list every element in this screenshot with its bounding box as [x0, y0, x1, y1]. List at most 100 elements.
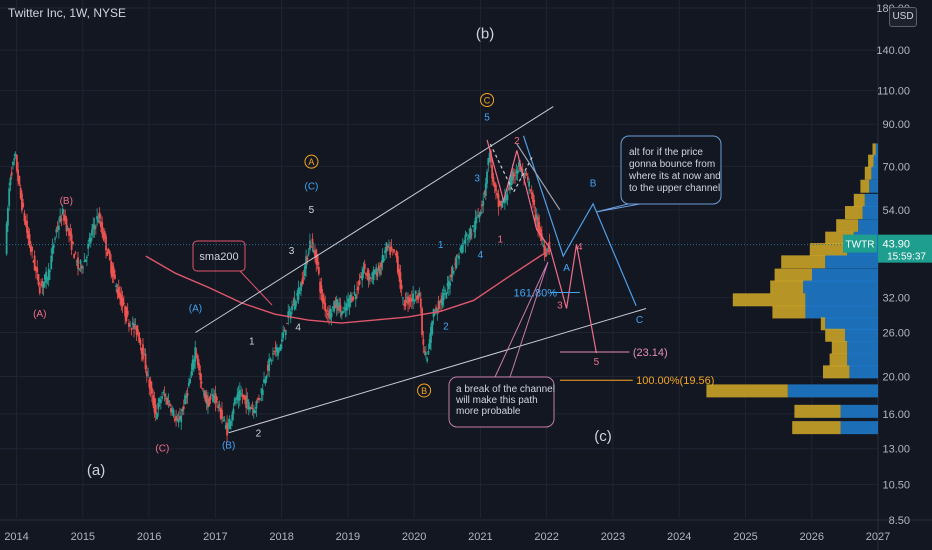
time-tick-label: 2016 — [137, 531, 161, 543]
candle-body — [514, 174, 516, 176]
candle-body — [524, 173, 527, 175]
wave-label: C — [636, 315, 643, 326]
candle-body — [179, 416, 181, 420]
wave-label: (A) — [33, 309, 46, 320]
candle-body — [413, 299, 416, 302]
candle-body — [21, 193, 23, 211]
price-tick-label: 140.00 — [876, 45, 910, 57]
candle-body — [479, 212, 482, 215]
volume-bar-blue — [840, 421, 878, 435]
candle-body — [386, 246, 389, 248]
price-tick-label: 70.00 — [882, 161, 910, 173]
candle-body — [370, 277, 372, 279]
candle-body — [172, 410, 175, 416]
candle-body — [54, 238, 56, 240]
candle-body — [403, 304, 406, 306]
candle-body — [395, 251, 398, 258]
candle-body — [328, 310, 330, 318]
candle-body — [510, 175, 513, 186]
candle-body — [402, 297, 404, 299]
symbol-badge-text: TWTR — [846, 240, 875, 251]
candle-body — [426, 358, 429, 362]
candle-body — [366, 274, 369, 276]
candle-body — [181, 408, 184, 411]
candle-body — [208, 397, 211, 407]
candle-body — [282, 332, 285, 338]
chart-title: Twitter Inc, 1W, NYSE — [8, 6, 127, 20]
candle-body — [184, 395, 186, 405]
candle-body — [84, 259, 87, 262]
candle-body — [487, 158, 490, 166]
candle-body — [388, 244, 390, 246]
volume-bar-gold — [770, 280, 804, 294]
candle-body — [255, 401, 258, 409]
candle-body — [199, 372, 202, 380]
candle-body — [195, 352, 198, 356]
candle-body — [357, 286, 360, 290]
candle-body — [278, 348, 281, 350]
candle-body — [398, 269, 401, 278]
candle-body — [417, 293, 420, 300]
candle-body — [493, 181, 496, 188]
currency-button[interactable]: USD — [889, 7, 917, 27]
note-alt-path-line: alt for if the price — [629, 147, 703, 158]
wave-label: (C) — [304, 181, 318, 192]
candle-body — [162, 392, 165, 394]
candle-body — [247, 401, 250, 410]
candle-body — [433, 313, 436, 314]
candle-body — [523, 172, 525, 179]
candle-body — [154, 404, 157, 415]
volume-bar-blue — [847, 353, 878, 367]
candle-body — [28, 234, 31, 247]
candle-body — [45, 271, 48, 283]
candle-body — [284, 329, 287, 335]
candle-body — [75, 261, 78, 262]
candle-body — [23, 212, 26, 222]
candle-body — [98, 212, 101, 219]
candle-body — [396, 256, 399, 273]
candle-body — [484, 183, 487, 197]
volume-bar-gold — [825, 328, 845, 342]
candle-body — [537, 217, 539, 231]
candle-body — [138, 332, 141, 343]
candle-body — [343, 306, 346, 309]
candle-body — [447, 280, 450, 290]
price-tick-label: 13.00 — [882, 444, 910, 456]
candle-body — [217, 406, 220, 409]
sma200-label: sma200 — [192, 240, 273, 306]
candle-body — [68, 228, 70, 236]
price-tick-label: 26.00 — [882, 327, 910, 339]
candle-body — [249, 406, 251, 410]
candle-body — [152, 395, 155, 406]
candle-body — [330, 312, 333, 317]
wave-label: 5 — [309, 205, 315, 216]
candle-body — [419, 298, 422, 308]
wave-label: 1 — [498, 234, 504, 245]
candle-body — [437, 300, 440, 309]
candle-body — [244, 395, 246, 400]
candle-body — [258, 397, 260, 401]
candle-body — [488, 153, 491, 163]
candle-body — [316, 254, 319, 266]
volume-bar-gold — [845, 206, 863, 220]
candle-body — [117, 287, 120, 298]
note-alt-path-line: where its at now and — [628, 171, 721, 182]
volume-bar-gold — [853, 193, 865, 207]
candle-body — [283, 330, 286, 332]
time-tick-label: 2023 — [601, 531, 625, 543]
candle-body — [196, 355, 199, 365]
candle-body — [187, 382, 190, 387]
candle-body — [165, 397, 167, 400]
candle-body — [393, 249, 395, 253]
candle-body — [242, 394, 245, 398]
candle-body — [47, 268, 50, 281]
candle-body — [390, 246, 393, 251]
candle-body — [140, 347, 143, 355]
candle-body — [190, 371, 193, 376]
sma200-line — [145, 249, 551, 324]
candle-body — [458, 255, 460, 260]
candle-body — [29, 243, 32, 253]
volume-bar-blue — [805, 293, 878, 307]
